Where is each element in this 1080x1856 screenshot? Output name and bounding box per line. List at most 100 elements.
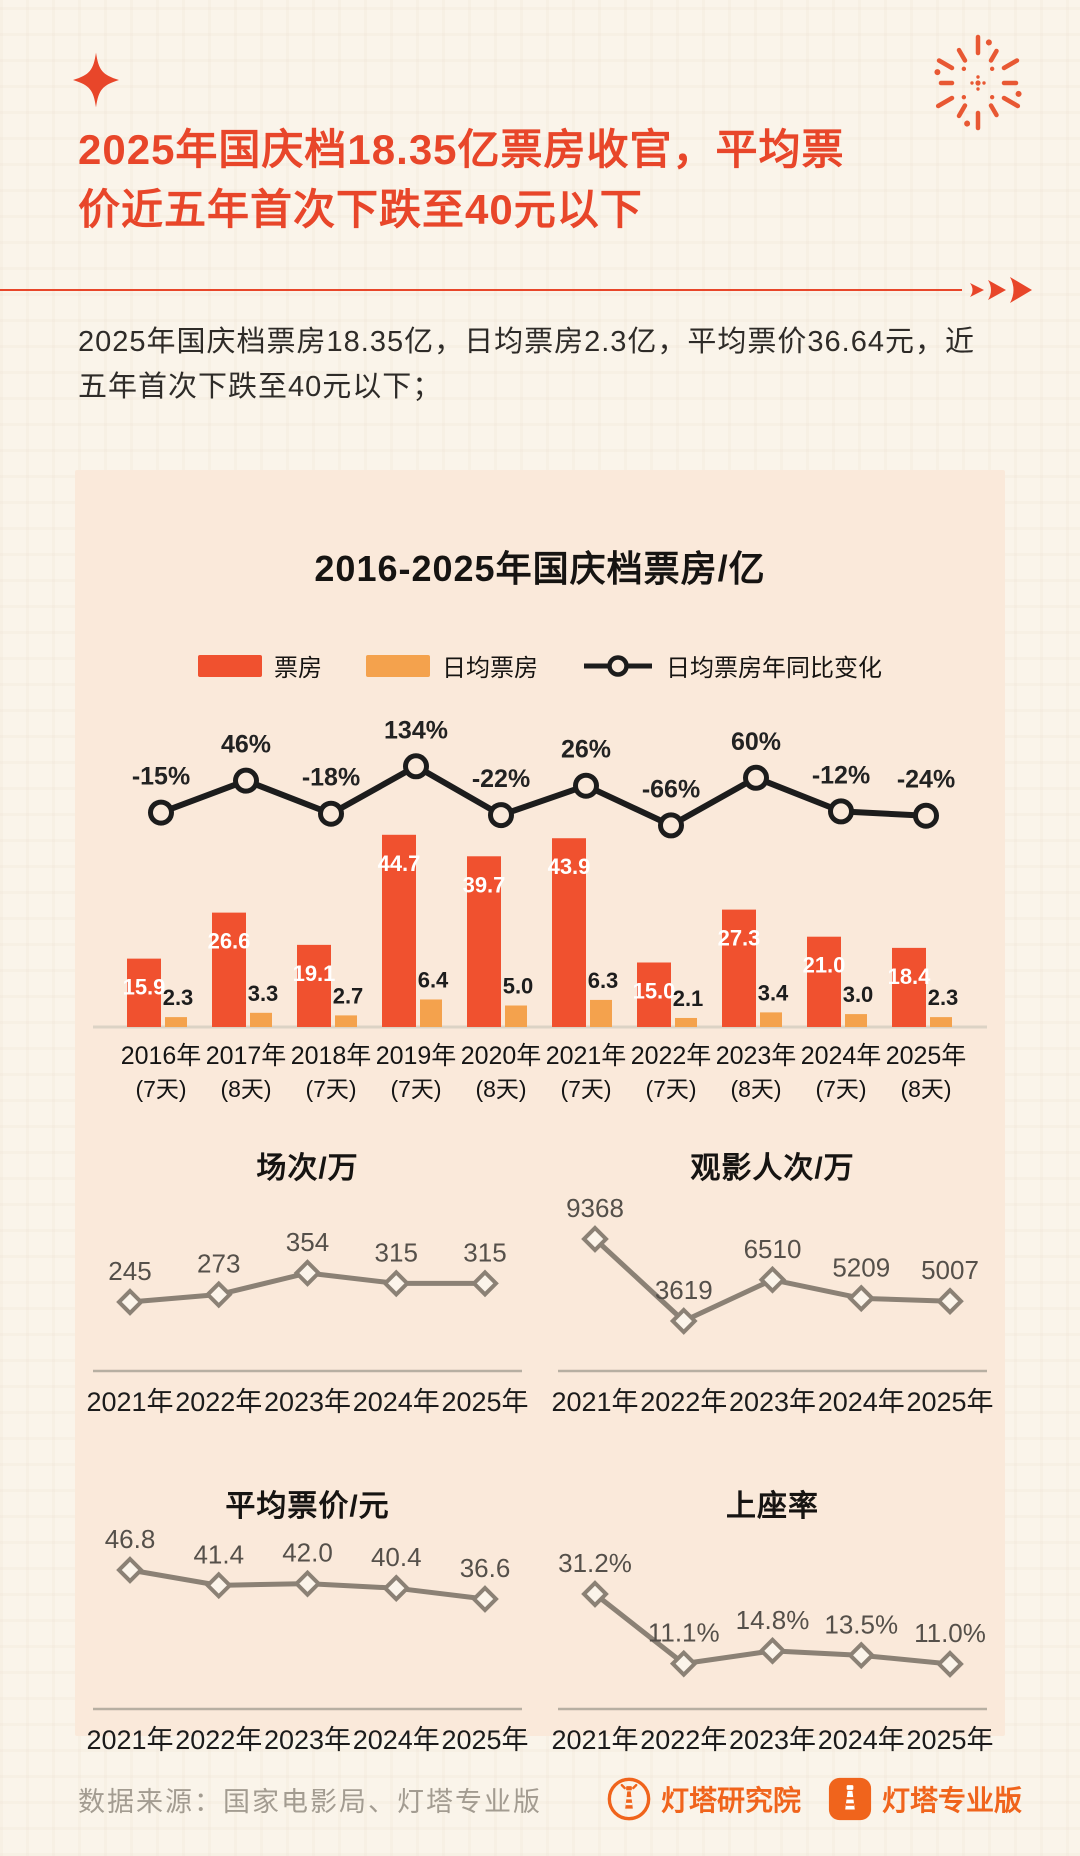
mini-year-label: 2021年 xyxy=(551,1387,638,1417)
year-label: 2025年 xyxy=(886,1042,967,1070)
mini-diamond-marker xyxy=(204,1571,233,1600)
days-label: (8天) xyxy=(475,1076,526,1102)
year-label: 2024年 xyxy=(801,1042,882,1070)
days-label: (7天) xyxy=(560,1076,611,1102)
mini-value-label: 46.8 xyxy=(105,1527,156,1554)
mini-year-label: 2024年 xyxy=(818,1387,905,1417)
daily-boxoffice-bar-label: 3.4 xyxy=(758,980,789,1005)
mini-value-label: 5209 xyxy=(832,1252,890,1282)
mini-chart-title-occupancy: 上座率 xyxy=(726,1490,819,1523)
sparkle-icon xyxy=(73,52,119,108)
mini-diamond-marker xyxy=(116,1288,144,1316)
yoy-point xyxy=(828,798,854,825)
mini-value-label: 9368 xyxy=(566,1193,624,1223)
mini-value-label: 11.0% xyxy=(914,1618,986,1648)
mini-value-label: 3619 xyxy=(655,1275,713,1305)
mini-diamond-marker xyxy=(581,1225,609,1253)
divider xyxy=(0,276,1038,304)
mini-diamond-marker xyxy=(936,1650,964,1678)
boxoffice-bar xyxy=(637,962,671,1027)
yoy-point xyxy=(488,802,514,829)
mini-diamond-marker xyxy=(936,1287,964,1316)
boxoffice-bar xyxy=(467,856,501,1027)
boxoffice-bar-label: 43.9 xyxy=(548,854,591,879)
sessions-line-chart: 245 2021年 273 2022年 354 2023年 315 2024年 315 2025年 xyxy=(86,1227,528,1417)
mini-value-label: 5007 xyxy=(921,1255,979,1285)
mini-year-label: 2025年 xyxy=(441,1387,528,1417)
mini-chart-sessions: 场次/万 245 2021年 273 2022年 354 2023年 315 2024年 315… xyxy=(85,1109,530,1429)
yoy-point-label: 26% xyxy=(561,736,611,764)
yoy-point xyxy=(573,772,599,799)
boxoffice-bar-label: 15.0 xyxy=(633,979,676,1004)
daily-boxoffice-bar-label: 2.3 xyxy=(163,985,194,1010)
mini-chart-admissions: 观影人次/万 9368 2021年 3619 2022年 6510 2023年 5209 20… xyxy=(550,1109,995,1429)
page-title-line-2: 价近五年首次下跌至40元以下 xyxy=(78,186,643,233)
daily-boxoffice-bar-label: 5.0 xyxy=(503,974,534,999)
mini-value-label: 14.8% xyxy=(736,1605,810,1635)
brand-dengta-research: 灯塔研究院 xyxy=(606,1776,801,1822)
mini-year-label: 2025年 xyxy=(906,1725,993,1755)
yoy-point-label: -12% xyxy=(812,761,870,789)
mini-diamond-marker xyxy=(471,1585,499,1613)
yoy-point xyxy=(233,767,259,794)
mini-value-label: 31.2% xyxy=(558,1548,632,1578)
subtitle-line-2: 五年首次下跌至40元以下； xyxy=(78,371,443,403)
year-label: 2017年 xyxy=(206,1042,287,1070)
page-title: 2025年国庆档18.35亿票房收官，平均票 价近五年首次下跌至40元以下 xyxy=(78,120,1020,240)
daily-boxoffice-bar xyxy=(760,1012,782,1027)
boxoffice-bar xyxy=(892,947,926,1027)
daily-boxoffice-bar-label: 2.1 xyxy=(673,986,704,1011)
data-source: 数据来源：国家电影局、灯塔专业版 xyxy=(78,1786,542,1817)
avg-price-line-chart: 46.8 2021年 41.4 2022年 42.0 2023年 40.4 2024年 36.6… xyxy=(86,1527,528,1755)
daily-boxoffice-bar xyxy=(420,999,442,1027)
mini-diamond-marker xyxy=(116,1556,144,1584)
days-label: (7天) xyxy=(305,1076,356,1102)
mini-chart-avg-price: 平均票价/元 46.8 2021年 41.4 2022年 42.0 2023年 40.4 20… xyxy=(85,1429,530,1767)
subtitle-line-1: 2025年国庆档票房18.35亿，日均票房2.3亿，平均票价36.64元，近 xyxy=(78,326,975,358)
mini-diamond-marker xyxy=(758,1637,787,1665)
yoy-point-label: 60% xyxy=(731,728,781,756)
days-label: (7天) xyxy=(815,1076,866,1102)
divider-rule xyxy=(0,289,962,291)
yoy-point-label: 46% xyxy=(221,731,271,759)
page-title-line-1: 2025年国庆档18.35亿票房收官，平均票 xyxy=(78,126,845,173)
main-chart: 15.9 26.6 19.1 44.7 39.7 43.9 15.0 27.3 21.0 18.4… xyxy=(93,716,987,1102)
mini-value-label: 245 xyxy=(108,1256,151,1286)
mini-year-label: 2025年 xyxy=(441,1725,528,1755)
mini-diamond-marker xyxy=(669,1307,698,1335)
daily-boxoffice-bar xyxy=(250,1012,272,1027)
brand-name-dengta-research: 灯塔研究院 xyxy=(660,1785,801,1816)
boxoffice-bar xyxy=(127,958,161,1027)
daily-boxoffice-bar xyxy=(505,1005,527,1027)
occupancy-line-chart: 31.2% 2021年 11.1% 2022年 14.8% 2023年 13.5% 2024年… xyxy=(551,1548,993,1755)
days-label: (7天) xyxy=(135,1076,186,1102)
mini-year-label: 2021年 xyxy=(551,1725,638,1755)
year-label: 2023年 xyxy=(716,1042,797,1070)
brand-dengta-pro: 灯塔专业版 xyxy=(827,1776,1022,1822)
boxoffice-swatch-icon xyxy=(198,654,262,677)
boxoffice-bar-label: 19.1 xyxy=(293,961,336,986)
boxoffice-bar xyxy=(722,909,756,1027)
mini-diamond-marker xyxy=(382,1269,411,1298)
year-label: 2019年 xyxy=(376,1042,457,1070)
daily-boxoffice-bar xyxy=(675,1017,697,1027)
mini-year-label: 2022年 xyxy=(175,1387,262,1417)
brand-logos: 灯塔研究院 灯塔专业版 xyxy=(606,1776,1022,1822)
page-subtitle: 2025年国庆档票房18.35亿，日均票房2.3亿，平均票价36.64元，近 五年… xyxy=(78,320,1020,410)
legend-item-boxoffice: 票房 xyxy=(198,648,322,683)
yoy-point-label: -18% xyxy=(302,764,360,792)
mini-diamond-marker xyxy=(581,1580,609,1608)
mini-value-label: 11.1% xyxy=(648,1618,720,1648)
daily-boxoffice-bar-label: 2.3 xyxy=(928,985,959,1010)
mini-value-label: 36.6 xyxy=(460,1553,511,1583)
legend-label-yoy: 日均票房年同比变化 xyxy=(666,655,882,682)
firework-icon xyxy=(934,34,1022,131)
brand-name-dengta-pro: 灯塔专业版 xyxy=(881,1785,1022,1816)
daily-boxoffice-bar-label: 3.3 xyxy=(248,981,279,1006)
legend-item-yoy: 日均票房年同比变化 xyxy=(582,648,882,683)
daily-boxoffice-bar xyxy=(335,1015,357,1027)
mini-diamond-marker xyxy=(471,1269,499,1298)
mini-value-label: 354 xyxy=(286,1227,329,1257)
boxoffice-bar-label: 15.9 xyxy=(123,975,166,1000)
